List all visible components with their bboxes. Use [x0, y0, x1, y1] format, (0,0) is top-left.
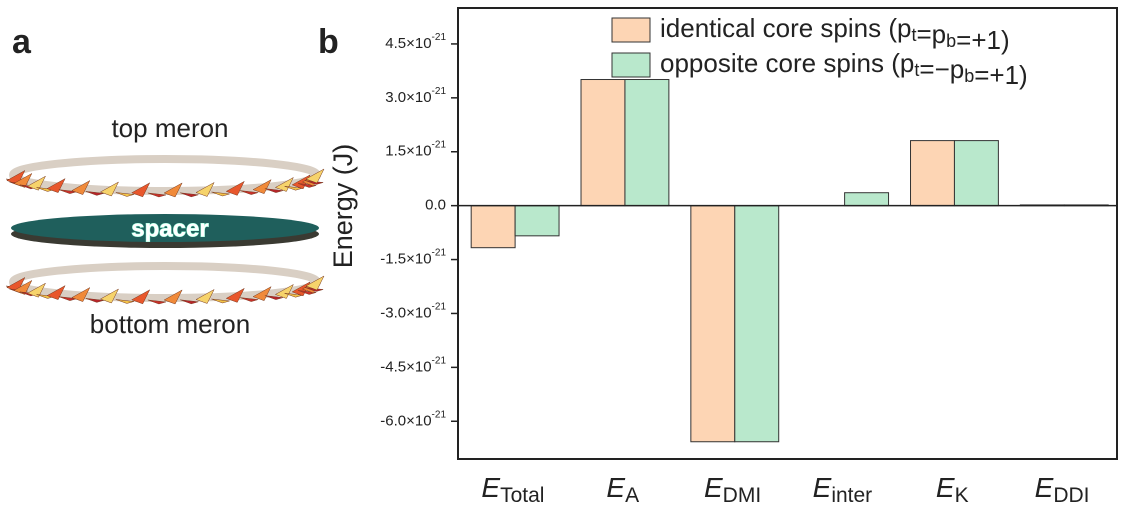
spin-cone	[26, 282, 47, 298]
x-tick-label: ETotal	[481, 472, 544, 506]
spin-cone	[85, 298, 104, 303]
panel-a: a top meron bottom meron spacer	[5, 23, 325, 339]
y-tick-label: -1.5×10-21	[380, 247, 446, 267]
panel-label: b	[318, 23, 339, 61]
bar	[910, 140, 955, 207]
spin-cone	[99, 181, 120, 197]
spacer-label: spacer	[131, 215, 208, 242]
y-tick-label: -4.5×10-21	[380, 355, 446, 375]
bar	[624, 79, 670, 207]
spin-cone	[195, 288, 215, 304]
spin-cone	[131, 289, 151, 305]
spin-cone	[71, 286, 91, 302]
spin-cone	[46, 285, 66, 300]
y-tick-label: -3.0×10-21	[380, 301, 446, 321]
y-tick-label: 0.0	[425, 197, 446, 214]
spin-cone	[36, 294, 55, 299]
bar	[514, 205, 560, 237]
legend-swatch	[611, 52, 651, 78]
spin-cone	[13, 279, 33, 295]
spin-cone	[211, 298, 230, 304]
spin-cone	[115, 192, 134, 197]
spin-cone	[284, 292, 303, 298]
spin-cone	[298, 290, 317, 295]
spin-cone	[36, 187, 55, 192]
spin-cone	[163, 289, 183, 305]
spin-cone	[131, 182, 151, 198]
spacer	[11, 214, 319, 242]
bar	[953, 140, 999, 207]
spin-cone	[58, 296, 77, 301]
spin-cone	[211, 191, 230, 197]
spin-cone	[163, 182, 183, 198]
spin-cone	[274, 176, 294, 192]
bar	[470, 205, 516, 249]
legend-swatch	[611, 17, 651, 43]
spin-cone	[147, 192, 166, 198]
spin-cone	[240, 297, 259, 302]
y-tick-label: 4.5×10-21	[385, 32, 446, 52]
spin-cone	[225, 287, 245, 303]
bar	[580, 79, 626, 207]
spin-cone	[147, 299, 166, 305]
x-tick-label: EA	[606, 472, 639, 506]
spin-cone	[71, 179, 91, 195]
spin-cone	[180, 192, 199, 198]
spin-cone	[225, 180, 245, 196]
spin-cone	[284, 185, 303, 191]
spin-cone	[13, 172, 33, 188]
legend-label: identical core spins (pt=pb=+1)	[660, 13, 1010, 55]
spin-cone	[305, 168, 325, 184]
spin-cone	[264, 188, 283, 193]
bar	[844, 192, 890, 207]
spin-cone	[252, 179, 272, 194]
x-tick-label: EDDI	[1035, 472, 1090, 506]
spin-cone	[180, 299, 199, 305]
spin-cone	[274, 283, 294, 299]
plot-frame	[457, 7, 1118, 460]
spin-cone	[115, 299, 134, 304]
spin-cone	[26, 175, 47, 191]
spin-cone	[264, 295, 283, 300]
spin-cone	[85, 191, 104, 196]
x-tick-label: EDMI	[704, 472, 761, 506]
y-tick-label: -6.0×10-21	[380, 409, 446, 429]
y-tick-label: 3.0×10-21	[385, 85, 446, 105]
spin-cone	[240, 190, 259, 195]
bottom-label: bottom meron	[90, 309, 250, 339]
bar	[690, 205, 736, 443]
spin-cone	[99, 288, 120, 304]
y-tick-label: 1.5×10-21	[385, 139, 446, 159]
panel-label: a	[12, 23, 32, 61]
spin-cone	[305, 275, 325, 291]
spin-cone	[46, 178, 66, 193]
x-tick-label: EK	[936, 472, 969, 506]
top-label: top meron	[111, 113, 228, 143]
y-axis-label: Energy (J)	[328, 144, 358, 269]
x-tick-label: Einter	[813, 472, 873, 506]
spin-cone	[252, 286, 272, 301]
spin-cone	[195, 181, 215, 197]
spin-cone	[58, 189, 77, 194]
legend-label: opposite core spins (pt=−pb=+1)	[660, 48, 1028, 90]
spin-cone	[298, 183, 317, 188]
bar	[734, 205, 780, 443]
